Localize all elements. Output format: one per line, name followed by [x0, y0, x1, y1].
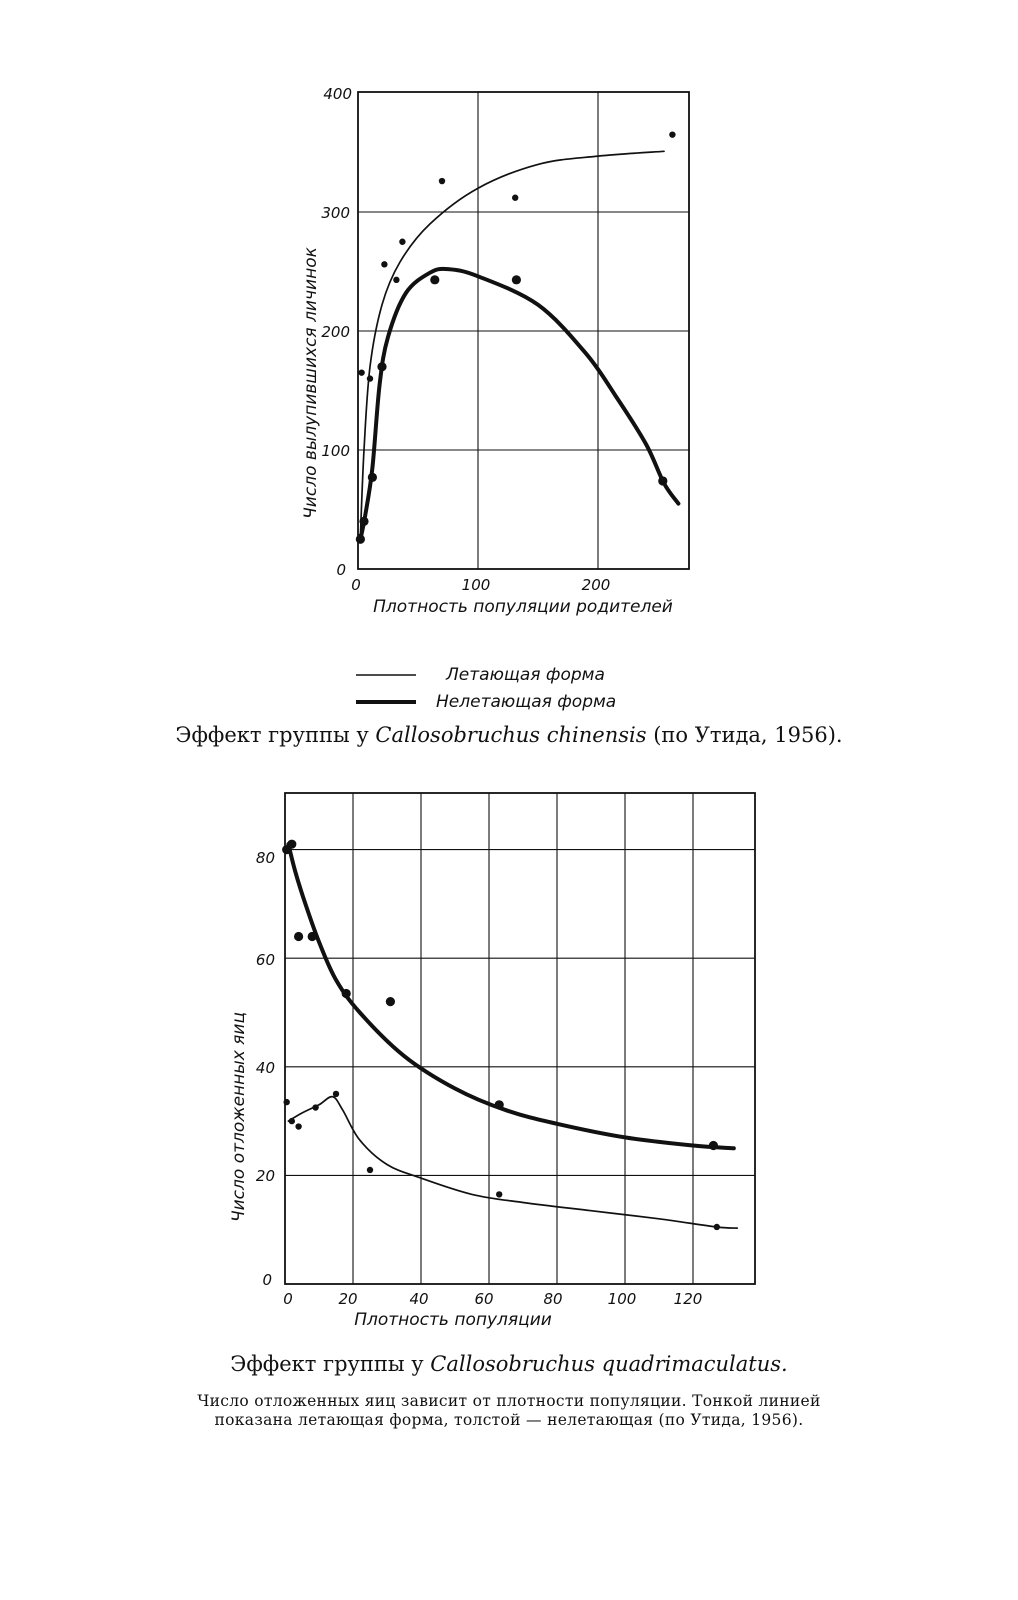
x-tick-label: 60: [474, 1290, 493, 1308]
y-tick-label: 80: [256, 849, 275, 867]
data-point-flying: [438, 177, 446, 185]
caption-species: Callosobruchus quadrimaculatus.: [430, 1352, 788, 1376]
data-point-flying: [496, 1191, 503, 1198]
data-point-flying: [283, 1098, 290, 1106]
data-point-nonflying: [287, 839, 297, 849]
data-point-flying: [358, 369, 365, 376]
y-tick-label: 300: [321, 204, 350, 222]
grid: [358, 92, 689, 569]
y-axis-label: Число вылупившихся личинок: [301, 246, 321, 518]
x-tick-label: 20: [338, 1290, 357, 1308]
chart-quadrimaculatus: 0 20 40 60 80 0 20 40 60 80 100 120 Плот…: [229, 792, 756, 1330]
y-tick-label: 20: [256, 1167, 275, 1185]
series-points: [355, 131, 676, 544]
series-line-nonflying: [358, 266, 681, 542]
caption-species: Callosobruchus chinensis: [375, 723, 647, 747]
data-point-nonflying: [708, 1140, 719, 1151]
caption-prefix: Эффект группы у: [230, 1352, 424, 1376]
data-point-flying: [366, 375, 374, 382]
note-line: Число отложенных яиц зависит от плотност…: [197, 1392, 821, 1410]
data-point-nonflying: [355, 534, 365, 544]
data-point-flying: [366, 1166, 374, 1174]
y-axis-label: Число отложенных яиц: [229, 1012, 249, 1222]
y-tick-labels: 0 100 200 300 400: [321, 85, 352, 579]
data-point-nonflying: [307, 931, 317, 942]
x-tick-label: 120: [674, 1290, 703, 1308]
data-point-flying: [393, 276, 400, 284]
data-point-nonflying: [359, 516, 369, 527]
x-axis-label: Плотность популяции родителей: [373, 597, 673, 617]
x-tick-label: 0: [351, 576, 361, 594]
x-tick-label: 40: [409, 1290, 428, 1308]
series-line-flying: [359, 150, 665, 537]
data-point-flying: [713, 1223, 720, 1231]
y-tick-label: 100: [321, 442, 350, 460]
data-point-nonflying: [658, 476, 668, 486]
x-tick-labels: 0 20 40 60 80 100 120: [283, 1290, 702, 1308]
data-point-nonflying: [294, 931, 304, 942]
data-point-flying: [399, 238, 406, 245]
y-tick-label: 0: [336, 561, 346, 579]
caption-prefix: Эффект группы у: [175, 723, 369, 747]
data-point-nonflying: [430, 275, 440, 285]
x-tick-label: 200: [582, 576, 611, 594]
legend-label: Нелетающая форма: [436, 692, 616, 712]
y-tick-label: 400: [323, 85, 352, 103]
x-tick-label: 80: [543, 1290, 562, 1308]
legend: Летающая форма Нелетающая форма: [356, 665, 616, 712]
x-tick-label: 100: [608, 1290, 637, 1308]
x-tick-label: 0: [283, 1290, 293, 1308]
data-point-flying: [512, 194, 519, 201]
x-tick-label: 100: [462, 576, 491, 594]
grid: [285, 793, 755, 1284]
data-point-nonflying: [511, 275, 521, 285]
series-line-nonflying: [286, 842, 736, 1151]
y-tick-label: 60: [256, 951, 275, 969]
y-tick-label: 40: [256, 1059, 275, 1077]
chart-chinensis: 0 100 200 300 400 0 100 200 Плотность по…: [301, 85, 690, 712]
x-axis-label: Плотность популяции: [354, 1310, 552, 1330]
caption-suffix: (по Утида, 1956).: [653, 723, 843, 747]
y-tick-label: 0: [262, 1271, 272, 1289]
data-point-flying: [332, 1090, 340, 1098]
series-curves: [358, 150, 681, 542]
legend-label: Летающая форма: [445, 665, 605, 685]
figure-caption: Эффект группы у Callosobruchus chinensis…: [0, 723, 1018, 747]
series-curves: [286, 842, 739, 1229]
data-point-flying: [295, 1123, 302, 1130]
data-point-flying: [288, 1117, 295, 1125]
data-point-nonflying: [385, 997, 395, 1007]
data-point-flying: [312, 1104, 319, 1111]
plot-frame: [284, 792, 756, 1285]
data-point-nonflying: [377, 362, 387, 372]
series-points: [282, 839, 720, 1231]
data-point-nonflying: [341, 988, 351, 999]
data-point-flying: [381, 261, 388, 268]
note-line: показана летающая форма, толстой — нелет…: [214, 1411, 804, 1429]
data-point-flying: [669, 131, 676, 138]
data-point-nonflying: [367, 472, 377, 482]
figure-caption: Эффект группы у Callosobruchus quadrimac…: [0, 1352, 1018, 1376]
y-tick-labels: 0 20 40 60 80: [256, 849, 275, 1289]
figure-note: Число отложенных яиц зависит от плотност…: [0, 1392, 1018, 1430]
data-point-nonflying: [494, 1100, 504, 1110]
series-line-flying: [287, 1095, 739, 1229]
y-tick-label: 200: [321, 323, 350, 341]
x-tick-labels: 0 100 200: [351, 576, 610, 594]
